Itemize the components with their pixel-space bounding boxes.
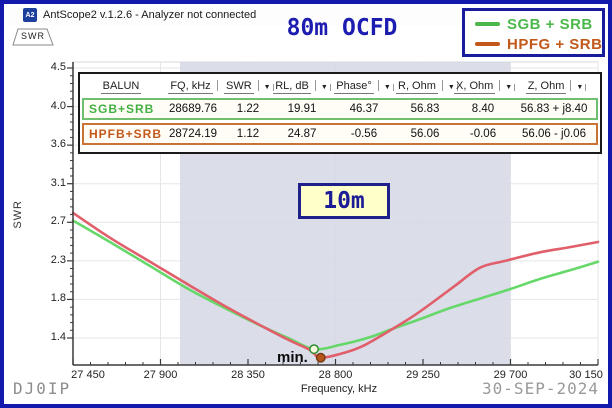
min-annotation: min. <box>277 349 308 366</box>
y-tick-label: 2.7 <box>50 215 66 228</box>
header-x[interactable]: X, Ohm ▼ <box>454 80 516 94</box>
separator <box>570 80 572 91</box>
sort-dropdown-icon[interactable]: ▼ <box>503 84 516 91</box>
z-value: 56.83 + j8.40 <box>520 103 588 115</box>
x-tick-label: 29 250 <box>406 369 440 381</box>
legend-label: HPFG + SRB <box>507 35 603 53</box>
header-fq[interactable]: FQ, kHz <box>162 80 224 94</box>
separator <box>377 80 379 91</box>
phase-value: 46.37 <box>349 103 379 115</box>
x-tick-label: 28 800 <box>318 369 353 381</box>
title-bar: A2 AntScope2 v.1.2.6 - Analyzer not conn… <box>4 4 608 26</box>
chart-legend: SGB + SRB HPFG + SRB <box>462 8 605 57</box>
sort-dropdown-icon[interactable]: ▼ <box>319 84 331 91</box>
separator <box>216 80 218 91</box>
x-tick-label: 27 450 <box>71 369 105 381</box>
header-balun[interactable]: BALUN <box>100 80 142 94</box>
table-header-row: BALUN FQ, kHz SWR ▼ RL, dB ▼ Phase° ▼ R, Oh… <box>80 74 600 98</box>
tab-swr-label: SWR <box>21 31 45 41</box>
swr-value: 1.12 <box>236 128 260 140</box>
legend-label: SGB + SRB <box>507 15 593 33</box>
table-row-hpfb: HPFB+SRB 28724.19 1.12 24.87 -0.56 56.06… <box>82 123 598 145</box>
tab-swr[interactable]: SWR <box>12 28 54 46</box>
y-tick-label: 2.3 <box>50 253 66 266</box>
page-title: 80m OCFD <box>286 15 398 41</box>
swr-value: 1.22 <box>236 103 260 115</box>
callsign-watermark: DJ0IP <box>13 379 72 398</box>
legend-line-icon <box>475 22 500 26</box>
x-value: -0.06 <box>469 128 497 140</box>
fq-value: 28689.76 <box>169 103 217 115</box>
fq-value: 28724.19 <box>169 128 217 140</box>
x-tick-label: 27 900 <box>143 369 178 381</box>
separator <box>499 80 501 91</box>
r-value: 56.83 <box>410 103 440 115</box>
window-title: AntScope2 v.1.2.6 - Analyzer not connect… <box>43 9 257 21</box>
sort-dropdown-icon[interactable]: ▼ <box>382 84 394 91</box>
rl-value: 19.91 <box>287 103 317 115</box>
x-value: 8.40 <box>471 103 495 115</box>
legend-item-sgb: SGB + SRB <box>475 14 602 34</box>
y-tick-label: 4.5 <box>50 61 66 73</box>
y-tick-label: 1.4 <box>50 331 66 343</box>
phase-value: -0.56 <box>350 128 378 140</box>
header-rl[interactable]: RL, dB ▼ <box>272 80 332 94</box>
header-phase[interactable]: Phase° ▼ <box>332 80 396 94</box>
y-tick-label: 3.1 <box>50 176 66 189</box>
header-r[interactable]: R, Ohm ▼ <box>396 80 458 94</box>
date-watermark: 30-SEP-2024 <box>482 379 599 398</box>
x-tick-label: 28 350 <box>231 369 265 381</box>
y-tick-label: 3.6 <box>50 138 66 151</box>
separator <box>257 80 259 91</box>
header-swr[interactable]: SWR ▼ <box>224 80 274 94</box>
legend-item-hpfg: HPFG + SRB <box>475 34 602 54</box>
tab-shape-icon <box>12 28 54 46</box>
r-value: 56.06 <box>410 128 440 140</box>
sort-dropdown-icon[interactable]: ▼ <box>262 84 274 91</box>
header-z[interactable]: Z, Ohm ▼ <box>512 80 600 94</box>
x-tick-label: 29 700 <box>493 369 528 381</box>
balun-name: HPFB+SRB <box>89 127 163 141</box>
balun-name: SGB+SRB <box>89 102 155 116</box>
band-badge-10m: 10m <box>298 183 390 219</box>
app-icon: A2 <box>23 8 37 22</box>
y-tick-label: 1.8 <box>50 292 66 305</box>
table-row-sgb: SGB+SRB 28689.76 1.22 19.91 46.37 56.83 … <box>82 98 598 120</box>
y-tick-label: 4.0 <box>50 99 66 112</box>
x-tick-label: 30 150 <box>569 369 603 381</box>
separator <box>314 80 316 91</box>
sort-dropdown-icon[interactable]: ▼ <box>446 84 458 91</box>
y-axis-title: SWR <box>12 200 24 229</box>
x-axis-title: Frequency, kHz <box>300 383 378 395</box>
separator <box>441 80 443 91</box>
measurement-table: BALUN FQ, kHz SWR ▼ RL, dB ▼ Phase° ▼ R, Oh… <box>78 72 602 154</box>
z-value: 56.06 - j0.06 <box>522 128 586 140</box>
sort-dropdown-icon[interactable]: ▼ <box>574 84 587 91</box>
legend-line-icon <box>475 42 500 46</box>
rl-value: 24.87 <box>287 128 317 140</box>
